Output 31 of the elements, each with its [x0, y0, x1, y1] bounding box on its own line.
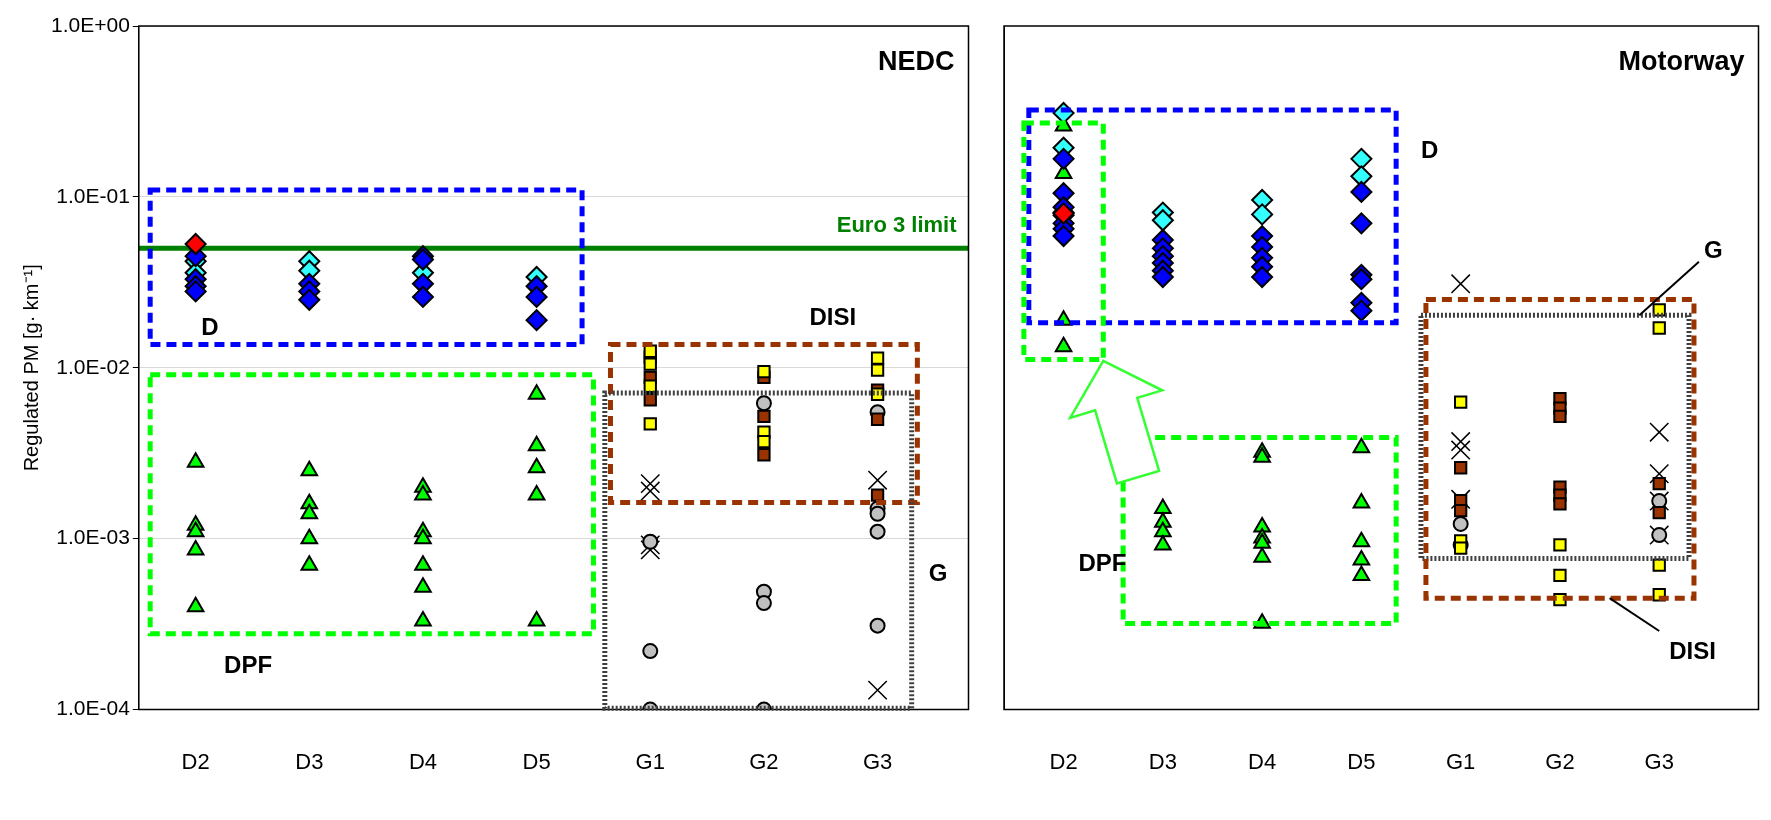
annotation: D	[1420, 136, 1439, 164]
y-tick-label: 1.0E-03	[56, 525, 130, 549]
x-tick-label: D4	[408, 748, 438, 774]
y-tick-label: 1.0E+00	[50, 12, 130, 36]
y-tick-label: 1.0E-01	[56, 183, 130, 207]
annotation: DISI	[1669, 637, 1716, 665]
x-tick-label: D3	[295, 748, 324, 774]
annotation: DPF	[224, 651, 273, 679]
x-tick-label: D5	[1347, 748, 1376, 774]
annotation: DISI	[809, 302, 857, 330]
y-tick-label: 1.0E-04	[56, 696, 131, 720]
x-tick-label: G3	[1644, 748, 1674, 774]
x-tick-label: G1	[1445, 748, 1476, 774]
x-tick-label: D2	[181, 748, 210, 774]
annotation: G	[1703, 235, 1723, 263]
x-tick-label: G2	[749, 748, 779, 774]
x-tick-label: G2	[1545, 748, 1575, 774]
ref-line-label: Euro 3 limit	[836, 212, 957, 238]
annotation: D	[201, 312, 219, 340]
x-tick-label: G1	[635, 748, 665, 774]
text: NEDC	[877, 46, 955, 76]
x-tick-label: D2	[1049, 748, 1078, 774]
text: Motorway	[1618, 46, 1745, 76]
annotation: G	[928, 558, 948, 586]
y-tick-label: 1.0E-02	[56, 354, 130, 378]
x-tick-label: D3	[1148, 748, 1177, 774]
annotation: DPF	[1078, 548, 1127, 576]
x-tick-label: G3	[862, 748, 893, 774]
x-tick-label: D5	[522, 748, 551, 774]
x-tick-label: D4	[1248, 748, 1277, 774]
y-axis-title: Regulated PM [g· km⁻¹]	[19, 264, 42, 472]
